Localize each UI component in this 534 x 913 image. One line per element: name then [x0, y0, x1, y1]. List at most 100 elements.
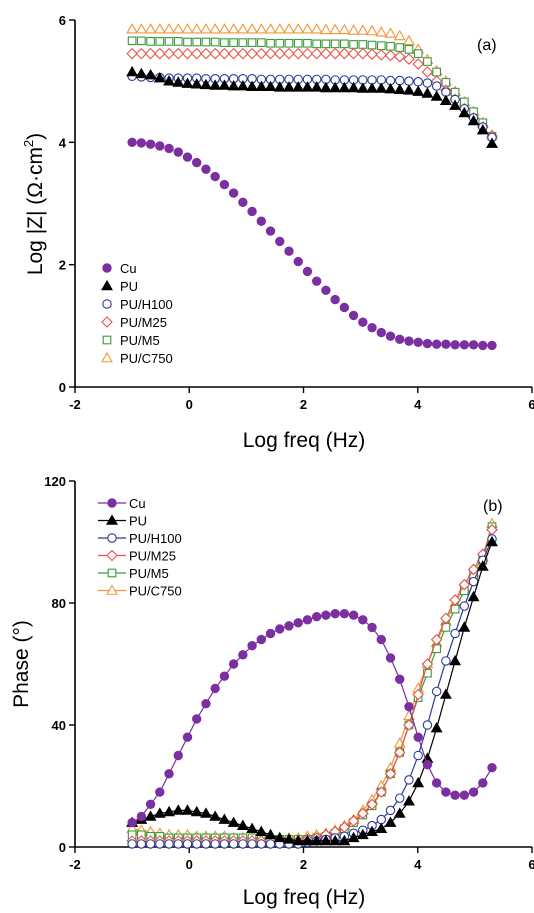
data-point	[376, 634, 386, 645]
data-point	[339, 302, 350, 313]
y-tick-label: 2	[59, 258, 66, 273]
data-point	[182, 732, 193, 742]
data-point	[172, 804, 185, 815]
data-point	[404, 336, 414, 346]
data-point	[275, 38, 285, 48]
data-point	[155, 787, 165, 797]
data-point	[192, 714, 202, 724]
data-point	[209, 47, 221, 60]
data-point	[431, 686, 442, 697]
data-point	[201, 839, 211, 849]
x-tick-label: 2	[300, 857, 307, 872]
data-point	[273, 831, 286, 843]
panel-a-series	[126, 23, 498, 351]
data-point	[394, 793, 405, 803]
data-point	[181, 804, 194, 815]
data-point	[467, 590, 480, 602]
x-tick-label: 4	[414, 857, 422, 872]
data-point	[385, 805, 396, 816]
panel-b-x-axis-title: Log freq (Hz)	[243, 886, 366, 909]
legend-label: PU	[129, 514, 147, 529]
data-point	[190, 78, 203, 89]
data-point	[238, 38, 248, 47]
data-point	[404, 76, 414, 86]
data-point	[210, 37, 220, 47]
data-point	[172, 47, 185, 60]
data-point	[432, 67, 441, 77]
data-point	[283, 81, 295, 92]
data-point	[329, 834, 342, 846]
data-point	[227, 47, 240, 60]
data-point	[395, 334, 405, 344]
data-point	[236, 23, 249, 34]
data-point	[449, 654, 462, 666]
legend-marker	[101, 351, 113, 363]
data-point	[238, 197, 248, 207]
data-point	[376, 41, 386, 51]
data-point	[181, 23, 194, 34]
data-point	[385, 653, 396, 663]
data-point	[136, 839, 147, 849]
legend-item: PU/M25	[101, 315, 167, 330]
series-line	[132, 526, 493, 840]
data-point	[376, 814, 387, 825]
data-point	[366, 825, 378, 837]
data-point	[476, 123, 489, 135]
data-point	[358, 40, 368, 49]
data-point	[384, 768, 397, 780]
data-point	[301, 23, 314, 34]
data-point	[321, 39, 331, 49]
legend-label: PU/M25	[120, 315, 167, 330]
data-point	[164, 37, 174, 46]
data-point	[137, 36, 146, 46]
data-point	[144, 47, 157, 60]
panel-b-label: (b)	[483, 498, 503, 515]
legend-marker	[101, 279, 113, 291]
series-pu-m5	[127, 522, 497, 844]
legend-item: Cu	[98, 496, 146, 511]
data-point	[255, 80, 268, 91]
data-point	[265, 839, 276, 849]
legend-marker	[107, 568, 117, 578]
data-point	[366, 48, 378, 61]
data-point	[393, 807, 406, 818]
data-point	[329, 47, 341, 60]
data-point	[136, 811, 147, 822]
y-tick-label: 4	[59, 135, 67, 150]
data-point	[404, 775, 414, 785]
data-point	[441, 787, 451, 797]
data-point	[200, 23, 212, 34]
data-point	[136, 138, 147, 148]
data-point	[145, 839, 156, 849]
data-point	[210, 171, 220, 182]
data-point	[201, 698, 211, 709]
panel-a-y-title-sup: 2	[21, 140, 36, 147]
data-point	[301, 81, 314, 92]
data-point	[431, 339, 442, 349]
data-point	[468, 787, 479, 797]
data-point	[283, 47, 295, 60]
panel-a-x-axis-title: Log freq (Hz)	[243, 429, 366, 452]
legend-label: PU/C750	[120, 351, 173, 366]
data-point	[395, 674, 405, 684]
data-point	[349, 40, 358, 49]
data-point	[393, 50, 406, 63]
data-point	[421, 658, 434, 670]
data-point	[145, 799, 156, 809]
data-point	[338, 834, 351, 846]
data-point	[449, 594, 461, 606]
x-tick-label: -2	[69, 397, 81, 412]
data-point	[367, 622, 377, 633]
series-line	[131, 541, 493, 842]
data-point	[219, 671, 230, 681]
data-point	[201, 37, 211, 47]
data-point	[347, 831, 360, 843]
legend-item: PU/C750	[98, 584, 182, 599]
legend-item: PU/H100	[102, 297, 173, 312]
data-point	[347, 81, 360, 93]
data-point	[275, 624, 285, 634]
data-point	[330, 294, 340, 305]
y-tick-label: 80	[52, 596, 66, 611]
